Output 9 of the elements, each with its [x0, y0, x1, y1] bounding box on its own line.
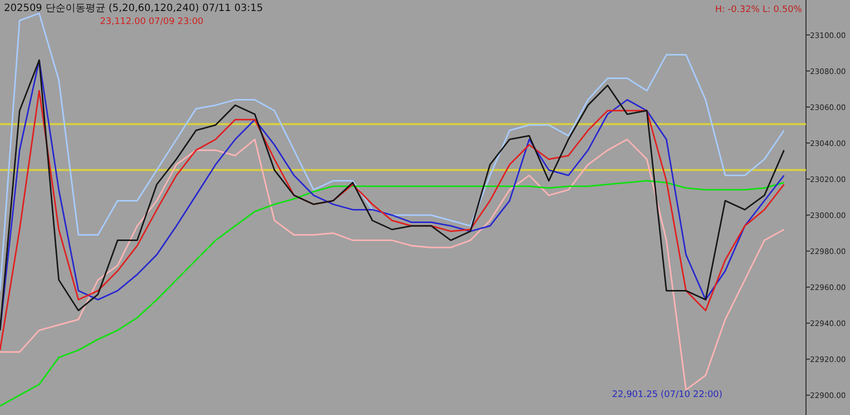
line-series	[0, 180, 785, 407]
annotation: H: -0.32% L: 0.50%	[715, 5, 802, 15]
chart-title: 202509 단순이동평균 (5,20,60,120,240) 07/11 03:15	[4, 3, 264, 14]
annotation: 22,901.25 (07/10 22:00)	[612, 390, 722, 400]
line-series	[0, 138, 785, 391]
annotation: 23,112.00 07/09 23:00	[100, 17, 204, 27]
line-series	[0, 90, 785, 351]
line-series	[0, 59, 785, 332]
line-series	[0, 12, 785, 292]
